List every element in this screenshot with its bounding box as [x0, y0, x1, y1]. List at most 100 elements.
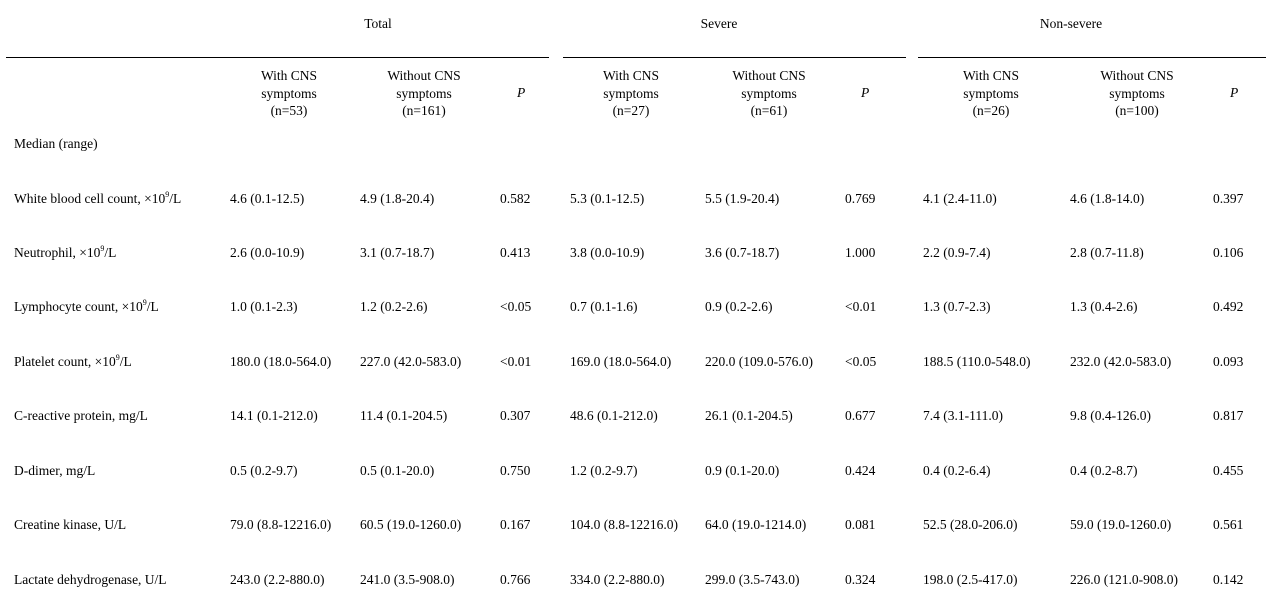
p-value: 0.081 — [845, 517, 876, 532]
p-value: 0.106 — [1213, 245, 1244, 260]
subheader-line: Without CNS — [387, 68, 461, 83]
subheader-severe-without: Without CNS symptoms (n=61) — [709, 67, 829, 120]
cell: 2.2 (0.9-7.4) — [923, 245, 991, 260]
row-label: Creatine kinase, U/L — [14, 517, 127, 532]
p-value: 0.817 — [1213, 408, 1244, 423]
row-label: D-dimer, mg/L — [14, 463, 96, 478]
header-rule-middle — [563, 57, 906, 58]
subheader-line: symptoms — [396, 85, 452, 101]
cell: 334.0 (2.2-880.0) — [570, 572, 665, 587]
row-label: Platelet count, ×109/L — [14, 353, 132, 370]
header-rule-right — [918, 57, 1266, 58]
group-header-nonsevere: Non-severe — [1039, 16, 1103, 31]
cell: 2.8 (0.7-11.8) — [1070, 245, 1144, 260]
subheader-line: symptoms — [261, 85, 317, 101]
cell: 1.0 (0.1-2.3) — [230, 299, 298, 314]
cell: 0.4 (0.2-8.7) — [1070, 463, 1138, 478]
subheader-total-with: With CNS symptoms (n=53) — [229, 67, 349, 120]
subheader-line: symptoms — [603, 85, 659, 101]
subheader-line: Without CNS — [732, 68, 806, 83]
cell: 3.8 (0.0-10.9) — [570, 245, 645, 260]
subheader-line: symptoms — [963, 85, 1019, 101]
cell: 198.0 (2.5-417.0) — [923, 572, 1018, 587]
table-row: Creatine kinase, U/L 79.0 (8.8-12216.0) … — [0, 516, 1272, 534]
cell: 48.6 (0.1-212.0) — [570, 408, 658, 423]
p-value: 0.397 — [1213, 191, 1244, 206]
section-label: Median (range) — [14, 136, 98, 151]
subheader-line: With CNS — [260, 68, 318, 83]
cell: 1.2 (0.2-2.6) — [360, 299, 428, 314]
cell: 4.1 (2.4-11.0) — [923, 191, 997, 206]
table-row: Neutrophil, ×109/L 2.6 (0.0-10.9) 3.1 (0… — [0, 244, 1272, 262]
table-row: Lactate dehydrogenase, U/L 243.0 (2.2-88… — [0, 571, 1272, 589]
p-value: 0.769 — [845, 191, 876, 206]
cell: 5.5 (1.9-20.4) — [705, 191, 780, 206]
p-value: 0.093 — [1213, 354, 1244, 369]
p-value: 0.424 — [845, 463, 876, 478]
cell: 9.8 (0.4-126.0) — [1070, 408, 1151, 423]
p-value: 0.142 — [1213, 572, 1244, 587]
cell: 11.4 (0.1-204.5) — [360, 408, 448, 423]
cell: 4.6 (0.1-12.5) — [230, 191, 305, 206]
cell: 0.9 (0.2-2.6) — [705, 299, 773, 314]
cell: 3.6 (0.7-18.7) — [705, 245, 780, 260]
cell: 4.9 (1.8-20.4) — [360, 191, 435, 206]
p-value: 0.766 — [500, 572, 531, 587]
cell: 0.5 (0.1-20.0) — [360, 463, 435, 478]
p-value: 0.582 — [500, 191, 531, 206]
table-row: White blood cell count, ×109/L 4.6 (0.1-… — [0, 190, 1272, 208]
cell: 60.5 (19.0-1260.0) — [360, 517, 462, 532]
subheader-n: (n=161) — [402, 103, 446, 118]
cell: 64.0 (19.0-1214.0) — [705, 517, 807, 532]
cell: 169.0 (18.0-564.0) — [570, 354, 672, 369]
subheader-n: (n=100) — [1115, 103, 1159, 118]
p-value: 0.677 — [845, 408, 876, 423]
p-value: 0.561 — [1213, 517, 1244, 532]
cell: 299.0 (3.5-743.0) — [705, 572, 800, 587]
cell: 226.0 (121.0-908.0) — [1070, 572, 1178, 587]
subheader-nonsevere-with: With CNS symptoms (n=26) — [931, 67, 1051, 120]
table-row: D-dimer, mg/L 0.5 (0.2-9.7) 0.5 (0.1-20.… — [0, 462, 1272, 480]
cell: 7.4 (3.1-111.0) — [923, 408, 1003, 423]
subheader-line: symptoms — [1109, 85, 1165, 101]
p-value: <0.01 — [845, 299, 877, 314]
cell: 0.4 (0.2-6.4) — [923, 463, 991, 478]
p-value: 0.750 — [500, 463, 531, 478]
row-label: Lymphocyte count, ×109/L — [14, 298, 159, 315]
p-value: 0.307 — [500, 408, 531, 423]
subheader-total-without: Without CNS symptoms (n=161) — [364, 67, 484, 120]
cell: 1.2 (0.2-9.7) — [570, 463, 638, 478]
cell: 59.0 (19.0-1260.0) — [1070, 517, 1172, 532]
cell: 180.0 (18.0-564.0) — [230, 354, 332, 369]
subheader-severe-with: With CNS symptoms (n=27) — [571, 67, 691, 120]
subheader-line: symptoms — [741, 85, 797, 101]
cell: 0.9 (0.1-20.0) — [705, 463, 780, 478]
group-header-total: Total — [364, 16, 392, 31]
subheader-n: (n=61) — [750, 103, 788, 118]
table-row: Lymphocyte count, ×109/L 1.0 (0.1-2.3) 1… — [0, 298, 1272, 316]
subheader-line: Without CNS — [1100, 68, 1174, 83]
cell: 4.6 (1.8-14.0) — [1070, 191, 1145, 206]
cell: 2.6 (0.0-10.9) — [230, 245, 305, 260]
subheader-line: With CNS — [962, 68, 1020, 83]
cell: 227.0 (42.0-583.0) — [360, 354, 462, 369]
cell: 14.1 (0.1-212.0) — [230, 408, 318, 423]
subheader-n: (n=26) — [972, 103, 1010, 118]
row-label: White blood cell count, ×109/L — [14, 190, 182, 207]
cell: 104.0 (8.8-12216.0) — [570, 517, 678, 532]
p-value: <0.01 — [500, 354, 532, 369]
table-row: C-reactive protein, mg/L 14.1 (0.1-212.0… — [0, 407, 1272, 425]
subheader-n: (n=27) — [612, 103, 650, 118]
cell: 3.1 (0.7-18.7) — [360, 245, 435, 260]
cell: 79.0 (8.8-12216.0) — [230, 517, 332, 532]
group-header-severe: Severe — [700, 16, 738, 31]
p-header-nonsevere: P — [1230, 85, 1239, 100]
table-row: Platelet count, ×109/L 180.0 (18.0-564.0… — [0, 353, 1272, 371]
p-header-severe: P — [861, 85, 870, 100]
cell: 241.0 (3.5-908.0) — [360, 572, 455, 587]
subheader-n: (n=53) — [270, 103, 308, 118]
cell: 232.0 (42.0-583.0) — [1070, 354, 1172, 369]
cell: 0.5 (0.2-9.7) — [230, 463, 298, 478]
cell: 26.1 (0.1-204.5) — [705, 408, 793, 423]
row-label: C-reactive protein, mg/L — [14, 408, 148, 423]
